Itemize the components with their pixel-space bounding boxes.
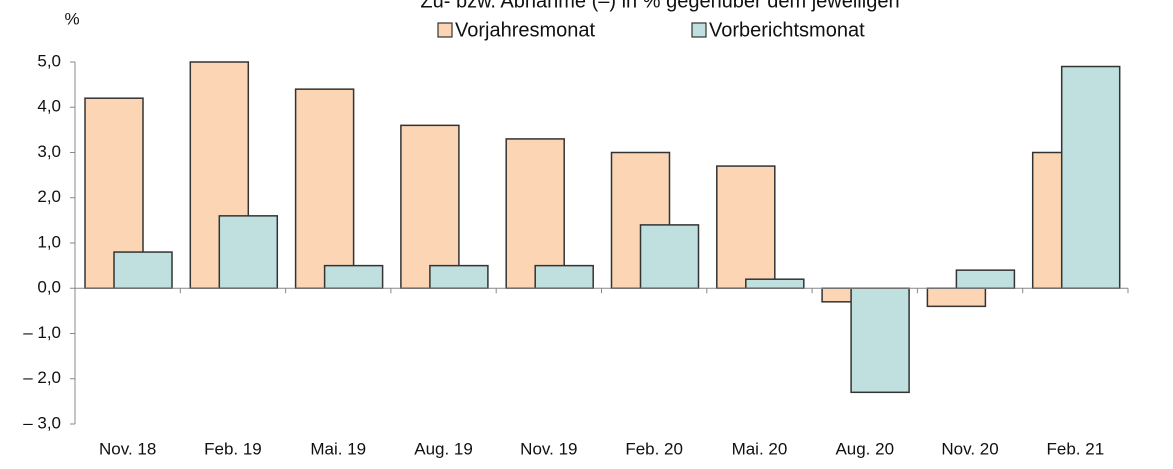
y-tick-label: 4,0 — [37, 97, 61, 116]
x-tick-label: Aug. 19 — [414, 439, 473, 458]
bar — [850, 287, 910, 394]
y-tick-label: 5,0 — [37, 51, 61, 70]
x-tick-label: Mai. 19 — [310, 439, 366, 458]
y-axis-label: % — [64, 9, 79, 28]
bar — [534, 264, 594, 289]
legend-swatch — [437, 22, 453, 38]
x-tick-label: Feb. 21 — [1047, 439, 1105, 458]
y-tick-label: 0,0 — [37, 278, 61, 297]
y-tick-label: 1,0 — [37, 232, 61, 251]
bar — [429, 264, 489, 289]
bar — [745, 278, 805, 290]
x-tick-label: Feb. 19 — [204, 439, 262, 458]
bar — [400, 124, 460, 289]
bar — [1060, 65, 1121, 290]
y-tick-label: 3,0 — [37, 142, 61, 161]
x-tick-label: Nov. 18 — [99, 439, 156, 458]
chart-title: Zu- bzw. Abnahme (–) in % gegenüber dem … — [420, 0, 899, 12]
y-tick-label: – 1,0 — [23, 323, 61, 342]
y-tick-label: – 2,0 — [23, 368, 61, 387]
bar — [113, 251, 173, 290]
x-tick-label: Feb. 20 — [625, 439, 683, 458]
x-tick-label: Nov. 19 — [520, 439, 577, 458]
bar — [323, 264, 384, 289]
x-tick-label: Mai. 20 — [732, 439, 788, 458]
legend-swatch — [691, 22, 707, 38]
y-tick-label: – 3,0 — [23, 413, 61, 432]
bar — [926, 287, 987, 308]
legend-label: Vorjahresmonat — [455, 19, 596, 41]
x-tick-label: Nov. 20 — [941, 439, 998, 458]
bar — [716, 165, 776, 289]
x-tick-label: Aug. 20 — [835, 439, 894, 458]
bar — [639, 224, 700, 289]
y-tick-label: 2,0 — [37, 187, 61, 206]
legend-label: Vorberichtsmonat — [709, 19, 865, 41]
bar — [294, 88, 355, 290]
bar — [218, 215, 279, 290]
bar — [955, 269, 1016, 289]
